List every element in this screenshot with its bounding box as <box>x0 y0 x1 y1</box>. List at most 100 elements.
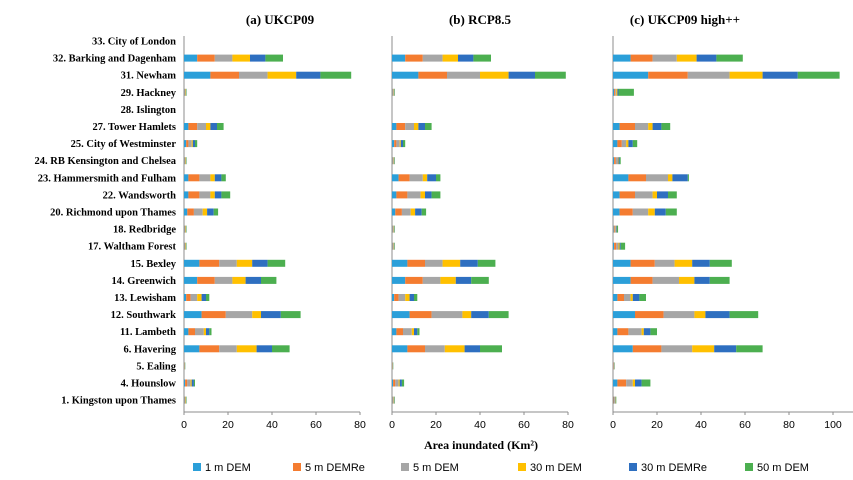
bar-segment <box>431 191 441 199</box>
panel-title: (c) UKCP09 high++ <box>630 12 740 27</box>
bar-segment <box>221 174 226 182</box>
bar-segment <box>392 140 395 148</box>
bar-segment <box>635 379 642 387</box>
bar-segment <box>184 157 186 165</box>
bar-segment <box>614 88 616 96</box>
bar-segment <box>214 174 222 182</box>
bar-segment <box>184 379 186 387</box>
bar-segment <box>392 123 397 130</box>
bar-segment <box>672 174 688 182</box>
bar-segment <box>652 191 657 199</box>
bar-segment <box>619 191 635 199</box>
bar-segment <box>392 157 394 165</box>
bar-segment <box>630 54 653 62</box>
bar-segment <box>392 276 406 284</box>
bar-segment <box>401 379 405 387</box>
bar-segment <box>184 311 202 319</box>
bar-segment <box>188 140 192 148</box>
category-label: 15. Bexley <box>131 259 177 270</box>
category-label: 4. Hounslow <box>121 379 177 390</box>
bar-segment <box>407 191 421 199</box>
bar-segment <box>668 174 673 182</box>
bar-segment <box>471 276 489 284</box>
bar-segment <box>197 294 202 301</box>
x-tick-label: 0 <box>181 419 187 431</box>
x-tick-label: 80 <box>783 419 795 431</box>
bar-segment <box>219 345 237 353</box>
bar-segment <box>618 242 620 250</box>
bar-segment <box>442 259 461 267</box>
bar-segment <box>394 294 399 301</box>
bar-segment <box>663 311 695 319</box>
bar-segment <box>635 123 649 130</box>
bar-segment <box>265 54 283 62</box>
bar-segment <box>199 345 220 353</box>
bar-segment <box>628 174 646 182</box>
bar-segment <box>616 242 619 250</box>
bar-segment <box>458 54 474 62</box>
bar-segment <box>621 140 627 148</box>
bar-segment <box>696 54 717 62</box>
bar-segment <box>709 259 732 267</box>
bar-segment <box>613 54 631 62</box>
bar-segment <box>619 157 621 165</box>
x-tick-label: 20 <box>222 419 234 431</box>
bar-segment <box>460 259 478 267</box>
bar-segment <box>210 123 217 130</box>
bar-segment <box>199 174 211 182</box>
legend-label: 30 m DEMRe <box>641 462 707 474</box>
x-tick-label: 20 <box>651 419 663 431</box>
bar-segment <box>648 208 655 216</box>
bar-segment <box>206 328 210 336</box>
bar-segment <box>296 71 321 79</box>
bar-segment <box>187 379 191 387</box>
bar-segment <box>425 123 432 130</box>
bar-segment <box>462 311 472 319</box>
bar-segment <box>630 259 655 267</box>
bar-segment <box>214 276 233 284</box>
bar-segment <box>648 123 653 130</box>
bar-segment <box>652 123 662 130</box>
category-label: 31. Newham <box>121 71 177 82</box>
bar-segment <box>613 396 615 404</box>
bar-segment <box>245 276 261 284</box>
category-label: 23. Hammersmith and Fulham <box>38 173 177 184</box>
bar-segment <box>414 123 419 130</box>
x-tick-label: 100 <box>824 419 842 431</box>
bar-segment <box>392 225 394 233</box>
x-tick-label: 20 <box>430 419 442 431</box>
bar-segment <box>239 71 268 79</box>
bar-segment <box>407 259 425 267</box>
bar-segment <box>613 242 615 250</box>
bar-segment <box>184 328 189 336</box>
bar-segment <box>626 379 633 387</box>
bar-segment <box>399 379 402 387</box>
bar-segment <box>403 328 412 336</box>
bar-segment <box>403 140 406 148</box>
legend-label: 50 m DEM <box>757 462 809 474</box>
bar-segment <box>201 294 206 301</box>
bar-segment <box>614 242 617 250</box>
bar-segment <box>206 294 210 301</box>
legend-swatch <box>518 463 526 471</box>
bar-segment <box>207 208 214 216</box>
category-label: 22. Wandsworth <box>103 190 176 201</box>
bar-segment <box>392 345 408 353</box>
bar-segment <box>477 259 496 267</box>
x-tick-label: 60 <box>518 419 530 431</box>
x-tick-label: 60 <box>739 419 751 431</box>
bar-segment <box>225 311 253 319</box>
bar-segment <box>762 71 798 79</box>
bar-segment <box>392 242 394 250</box>
bar-segment <box>400 140 403 148</box>
bar-segment <box>392 88 394 96</box>
bar-segment <box>184 259 200 267</box>
panel-title: (a) UKCP09 <box>246 12 315 27</box>
x-tick-label: 0 <box>389 419 395 431</box>
bar-segment <box>614 157 616 165</box>
bar-segment <box>197 54 215 62</box>
bar-segment <box>184 345 200 353</box>
bar-segment <box>201 311 226 319</box>
bar-segment <box>409 311 432 319</box>
bar-segment <box>613 379 618 387</box>
